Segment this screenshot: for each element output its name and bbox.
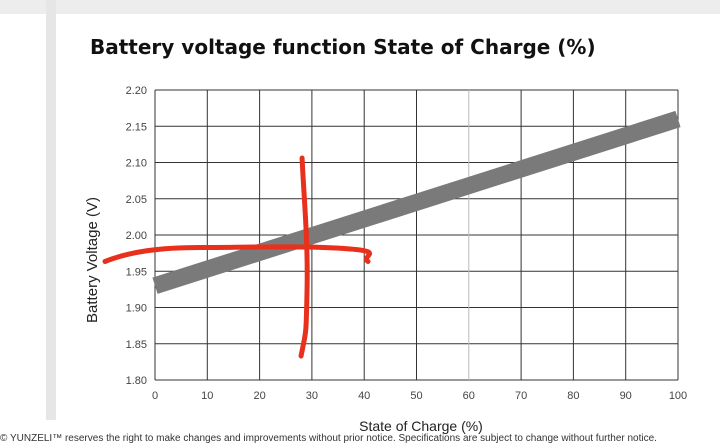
- x-tick-label: 70: [515, 390, 527, 402]
- x-tick-label: 60: [463, 390, 475, 402]
- y-tick-label: 1.95: [126, 266, 147, 278]
- y-tick-label: 2.20: [126, 85, 147, 97]
- y-tick-label: 2.15: [126, 121, 147, 133]
- annotations: [102, 155, 373, 359]
- x-tick-label: 0: [152, 390, 158, 402]
- y-axis-label: Battery Voltage (V): [84, 197, 101, 323]
- x-tick-label: 30: [306, 390, 318, 402]
- x-axis-label: State of Charge (%): [359, 418, 483, 434]
- y-tick-label: 2.10: [126, 158, 147, 170]
- x-tick-label: 80: [567, 390, 579, 402]
- x-tick-label: 40: [358, 390, 370, 402]
- y-tick-labels: 2.20 2.15 2.10 2.05 2.00 1.95 1.90 1.85 1.80: [126, 85, 147, 387]
- vertical-marker: [298, 155, 310, 359]
- y-tick-label: 2.05: [126, 194, 147, 206]
- grid: [154, 89, 679, 381]
- chart-title: Battery voltage function State of Charge…: [90, 35, 596, 59]
- y-tick-label: 1.80: [126, 375, 147, 387]
- x-tick-label: 90: [620, 390, 632, 402]
- x-tick-label: 10: [201, 390, 213, 402]
- x-tick-label: 100: [669, 390, 687, 402]
- voltage-series-line: [152, 110, 681, 294]
- horizontal-marker: [102, 244, 373, 264]
- series: [152, 110, 681, 294]
- left-border: [46, 0, 56, 420]
- footer-disclaimer: © YUNZELI™ reserves the right to make ch…: [0, 433, 657, 444]
- top-border: [0, 0, 720, 14]
- y-tick-label: 2.00: [126, 230, 147, 242]
- x-tick-label: 50: [410, 390, 422, 402]
- x-tick-labels: 0 10 20 30 40 50 60 70 80 90 100: [152, 390, 687, 402]
- x-tick-label: 20: [253, 390, 265, 402]
- y-tick-label: 1.90: [126, 303, 147, 315]
- y-tick-label: 1.85: [126, 339, 147, 351]
